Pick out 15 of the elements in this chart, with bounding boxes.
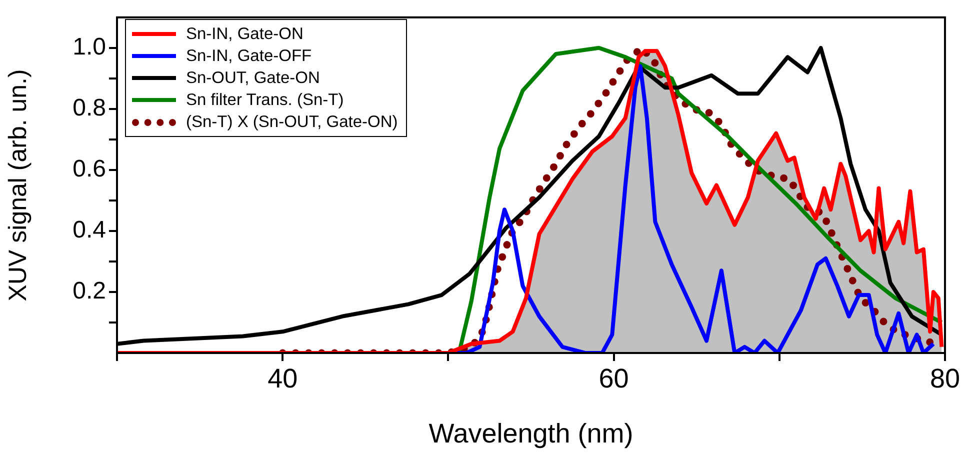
y-tick-label: 1.0: [72, 34, 106, 61]
legend-label: Sn filter Trans. (Sn-T): [186, 90, 344, 111]
y-tick-label: 0.8: [72, 94, 106, 122]
x-tick-label: 40: [268, 364, 298, 394]
y-tick-label: 0.4: [72, 216, 106, 244]
x-tick-label: 80: [930, 364, 960, 394]
legend-label: Sn-IN, Gate-ON: [186, 24, 304, 45]
y-tick-label: 0.2: [72, 278, 106, 305]
legend-label: (Sn-T) X (Sn-OUT, Gate-ON): [186, 112, 398, 133]
y-tick-label: 0.6: [72, 156, 106, 183]
x-axis-title: Wavelength (nm): [428, 418, 634, 448]
x-tick-label: 60: [598, 364, 629, 394]
legend-label: Sn-OUT, Gate-ON: [186, 68, 320, 89]
y-axis-title: XUV signal (arb. un.): [4, 69, 32, 302]
legend-label: Sn-IN, Gate-OFF: [186, 46, 312, 67]
